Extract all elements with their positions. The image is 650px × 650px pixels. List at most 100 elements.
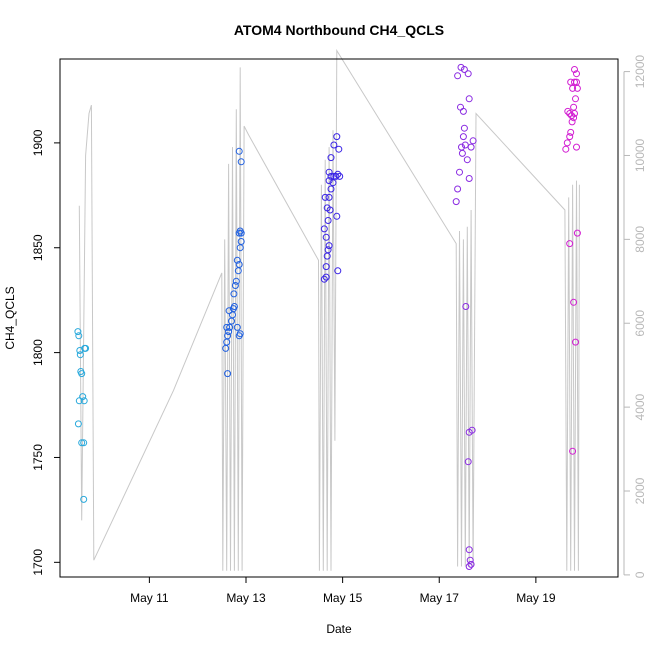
data-point: [454, 72, 462, 80]
data-point: [465, 546, 473, 554]
y2-tick-label: 12000: [633, 55, 647, 89]
data-point: [562, 145, 570, 153]
data-point: [333, 212, 341, 220]
data-point: [572, 338, 579, 346]
data-point: [322, 263, 330, 271]
data-point: [573, 143, 580, 151]
data-point: [467, 143, 475, 151]
data-point: [74, 420, 82, 428]
data-point: [572, 95, 579, 103]
data-point: [566, 110, 574, 117]
data-point: [464, 70, 472, 78]
data-point: [229, 311, 236, 319]
data-point: [232, 277, 240, 285]
data-point: [336, 172, 344, 180]
data-point: [334, 170, 342, 178]
x-axis: May 11 May 13 May 15 May 17 May 19: [130, 577, 556, 605]
data-point: [233, 256, 241, 264]
data-point: [327, 172, 335, 180]
data-point: [571, 78, 578, 86]
data-point: [325, 177, 333, 185]
data-point: [462, 303, 470, 310]
data-point: [224, 370, 232, 378]
y-tick-label: 1700: [31, 549, 45, 576]
y-tick-label: 1800: [31, 339, 45, 366]
data-point: [327, 185, 335, 193]
altitude-line: [78, 48, 580, 571]
series-3: [320, 133, 344, 283]
data-point: [237, 158, 245, 166]
data-point: [570, 298, 578, 306]
series-2: [222, 147, 245, 378]
data-point: [224, 332, 232, 340]
data-point: [458, 149, 466, 157]
data-point: [566, 240, 574, 248]
data-point: [235, 147, 243, 155]
data-point: [321, 193, 329, 201]
data-point: [236, 330, 244, 338]
data-point: [332, 172, 340, 180]
data-point: [324, 217, 332, 224]
data-point: [225, 307, 233, 315]
data-point: [465, 563, 473, 570]
data-point: [463, 156, 471, 164]
y-tick-label: 1850: [31, 234, 45, 261]
data-point: [234, 267, 242, 275]
data-point: [467, 560, 475, 568]
data-point: [460, 124, 468, 132]
y2-tick-label: 8000: [633, 226, 647, 253]
series-5: [562, 66, 581, 455]
x-tick-label: May 11: [130, 591, 169, 605]
data-point: [233, 323, 241, 331]
data-point: [569, 84, 577, 92]
data-point: [333, 133, 341, 141]
y2-tick-label: 6000: [633, 310, 647, 337]
data-point: [75, 397, 83, 405]
data-point: [460, 66, 468, 73]
data-point: [469, 137, 477, 145]
data-point: [230, 303, 238, 310]
data-point: [324, 246, 332, 254]
data-point: [75, 332, 83, 340]
data-point: [78, 370, 86, 378]
y2-tick-label: 10000: [633, 138, 647, 172]
series-1: [74, 328, 90, 503]
data-point: [231, 282, 239, 289]
y-tick-label: 1750: [31, 444, 45, 471]
y2-tick-label: 4000: [633, 393, 647, 420]
data-point: [568, 112, 576, 120]
data-point: [457, 63, 465, 71]
data-point: [322, 273, 330, 281]
data-point: [79, 393, 87, 401]
data-point: [327, 154, 335, 162]
data-point: [237, 238, 245, 245]
data-point: [459, 107, 467, 115]
data-point: [564, 107, 572, 115]
y-axis-right: 0 2000 4000 6000 8000 10000 12000: [623, 55, 647, 578]
data-point: [230, 290, 238, 298]
x-tick-label: May 15: [323, 591, 363, 605]
series-4: [452, 63, 477, 570]
data-point: [456, 168, 463, 176]
data-point: [80, 439, 88, 447]
data-point: [465, 95, 473, 103]
data-point: [570, 103, 578, 111]
data-point: [459, 133, 467, 141]
data-point: [465, 175, 473, 182]
data-point: [320, 225, 328, 233]
data-point: [457, 103, 464, 111]
data-point: [226, 323, 234, 331]
data-point: [566, 133, 574, 141]
data-point: [570, 114, 578, 122]
data-point: [325, 193, 333, 201]
data-point: [325, 168, 333, 176]
data-point: [223, 323, 231, 331]
data-point: [80, 495, 88, 503]
y-tick-label: 1900: [31, 129, 45, 156]
data-point: [567, 128, 575, 136]
data-point: [468, 426, 476, 434]
altitude-line-layer: [78, 48, 580, 571]
data-point: [322, 233, 330, 241]
points-layer: [74, 63, 581, 570]
data-point: [80, 397, 88, 405]
